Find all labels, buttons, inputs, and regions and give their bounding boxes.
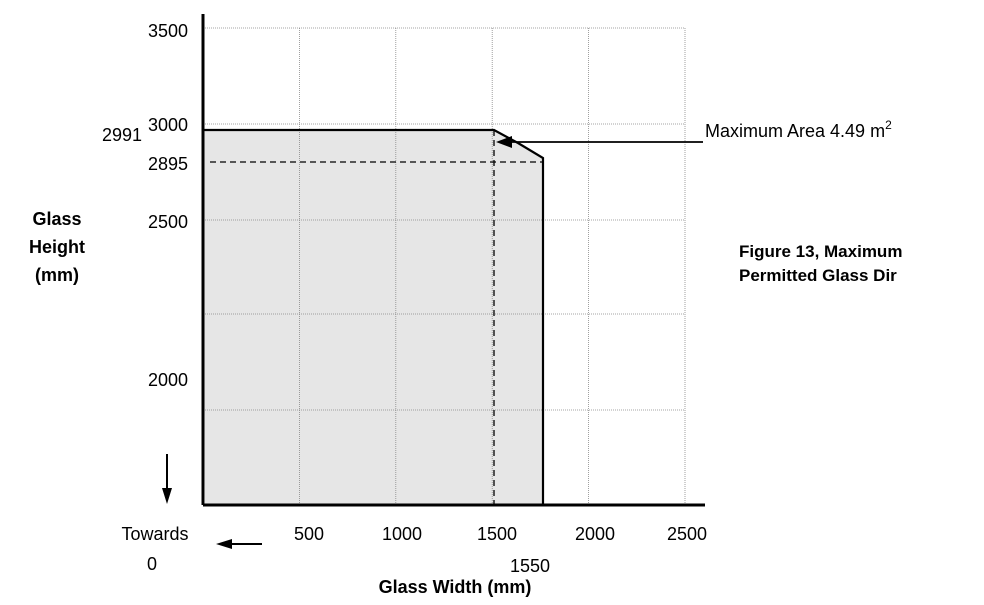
y-tick-label: 3000 [148, 115, 188, 135]
annotation-arrowhead [496, 136, 512, 148]
y-axis-title: Glass [32, 209, 81, 229]
y-tick-label: 2000 [148, 370, 188, 390]
figure-caption: Figure 13, Maximum [739, 242, 902, 261]
left-arrowhead-icon [216, 539, 232, 549]
y-label-2895: 2895 [148, 154, 188, 174]
x-tick-label: 2500 [667, 524, 707, 544]
max-dimension-boundary [203, 128, 545, 505]
grid [203, 27, 686, 505]
y-axis-title: (mm) [35, 265, 79, 285]
y-axis-title: Height [29, 237, 85, 257]
x-axis-title: Glass Width (mm) [379, 577, 532, 597]
towards-label-zero: 0 [147, 554, 157, 574]
y-tick-label: 2500 [148, 212, 188, 232]
towards-label: Towards [121, 524, 188, 544]
x-tick-label: 2000 [575, 524, 615, 544]
y-label-2991: 2991 [102, 125, 142, 145]
permitted-region [203, 130, 543, 505]
x-label-1550: 1550 [510, 556, 550, 576]
x-tick-label: 500 [294, 524, 324, 544]
y-tick-label: 3500 [148, 21, 188, 41]
x-tick-label: 1000 [382, 524, 422, 544]
x-tick-label: 1500 [477, 524, 517, 544]
down-arrowhead-icon [162, 488, 172, 504]
annotation-label: Maximum Area 4.49 m2 [705, 118, 892, 141]
figure-caption: Permitted Glass Dir [739, 266, 897, 285]
